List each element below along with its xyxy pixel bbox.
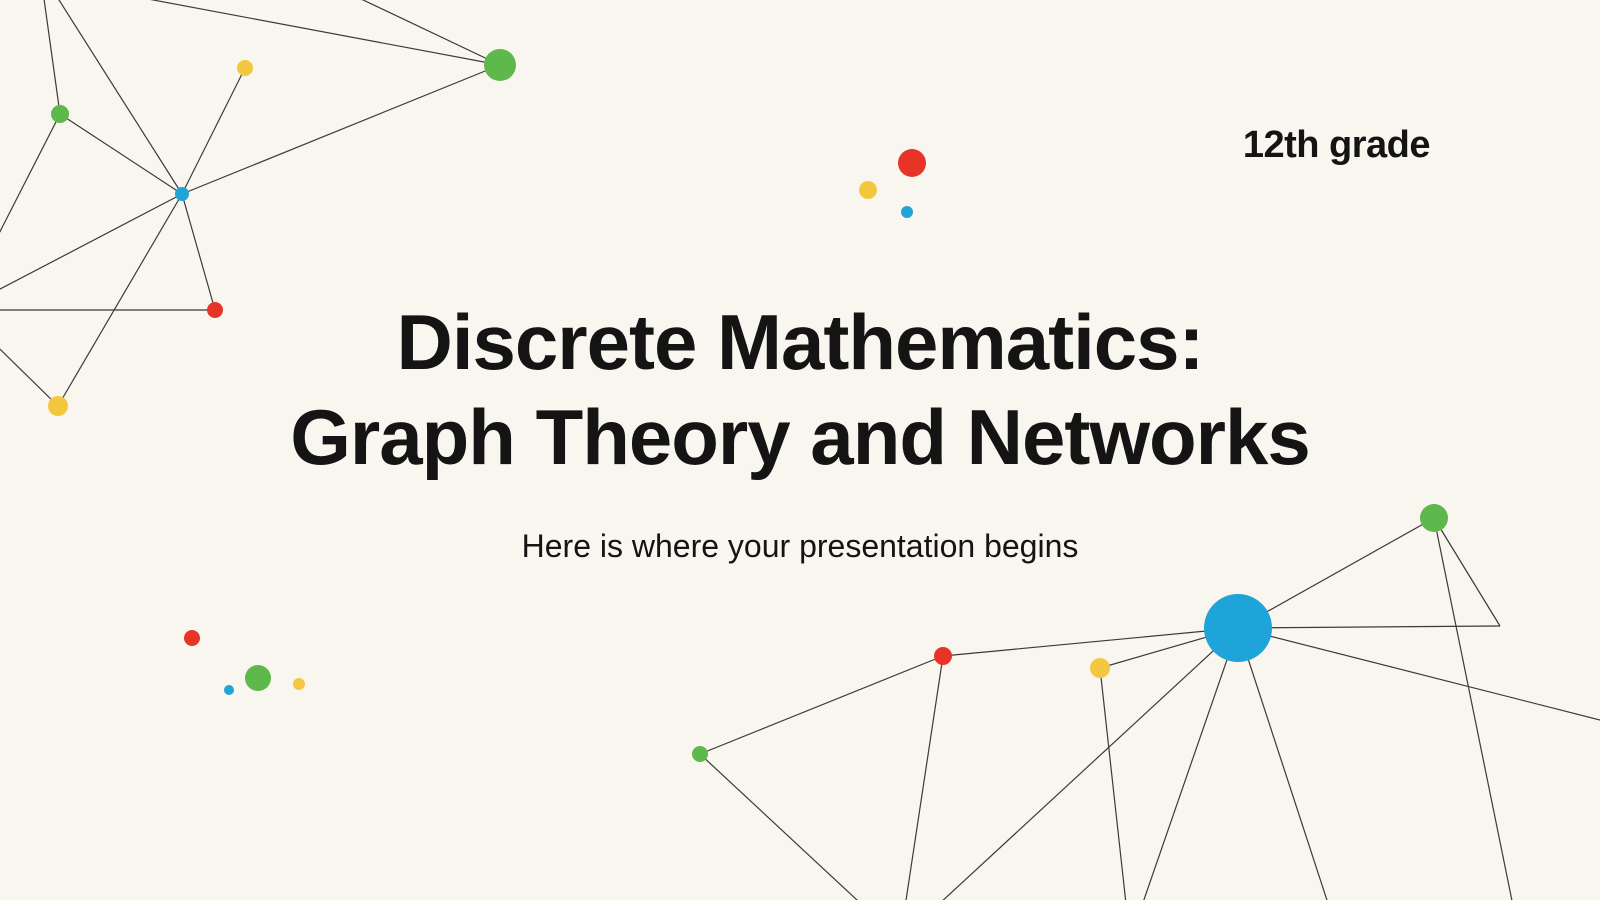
floating-dots-bottom-left bbox=[184, 630, 305, 695]
slide-title: Discrete Mathematics: Graph Theory and N… bbox=[0, 295, 1600, 485]
floating-dots-center bbox=[859, 149, 926, 218]
title-line-1: Discrete Mathematics: bbox=[397, 298, 1204, 386]
title-line-2: Graph Theory and Networks bbox=[290, 393, 1310, 481]
graph-edges-bottom-right bbox=[700, 518, 1600, 900]
slide-subtitle: Here is where your presentation begins bbox=[0, 528, 1600, 565]
grade-label: 12th grade bbox=[1243, 124, 1430, 167]
presentation-slide: 12th grade Discrete Mathematics: Graph T… bbox=[0, 0, 1600, 900]
